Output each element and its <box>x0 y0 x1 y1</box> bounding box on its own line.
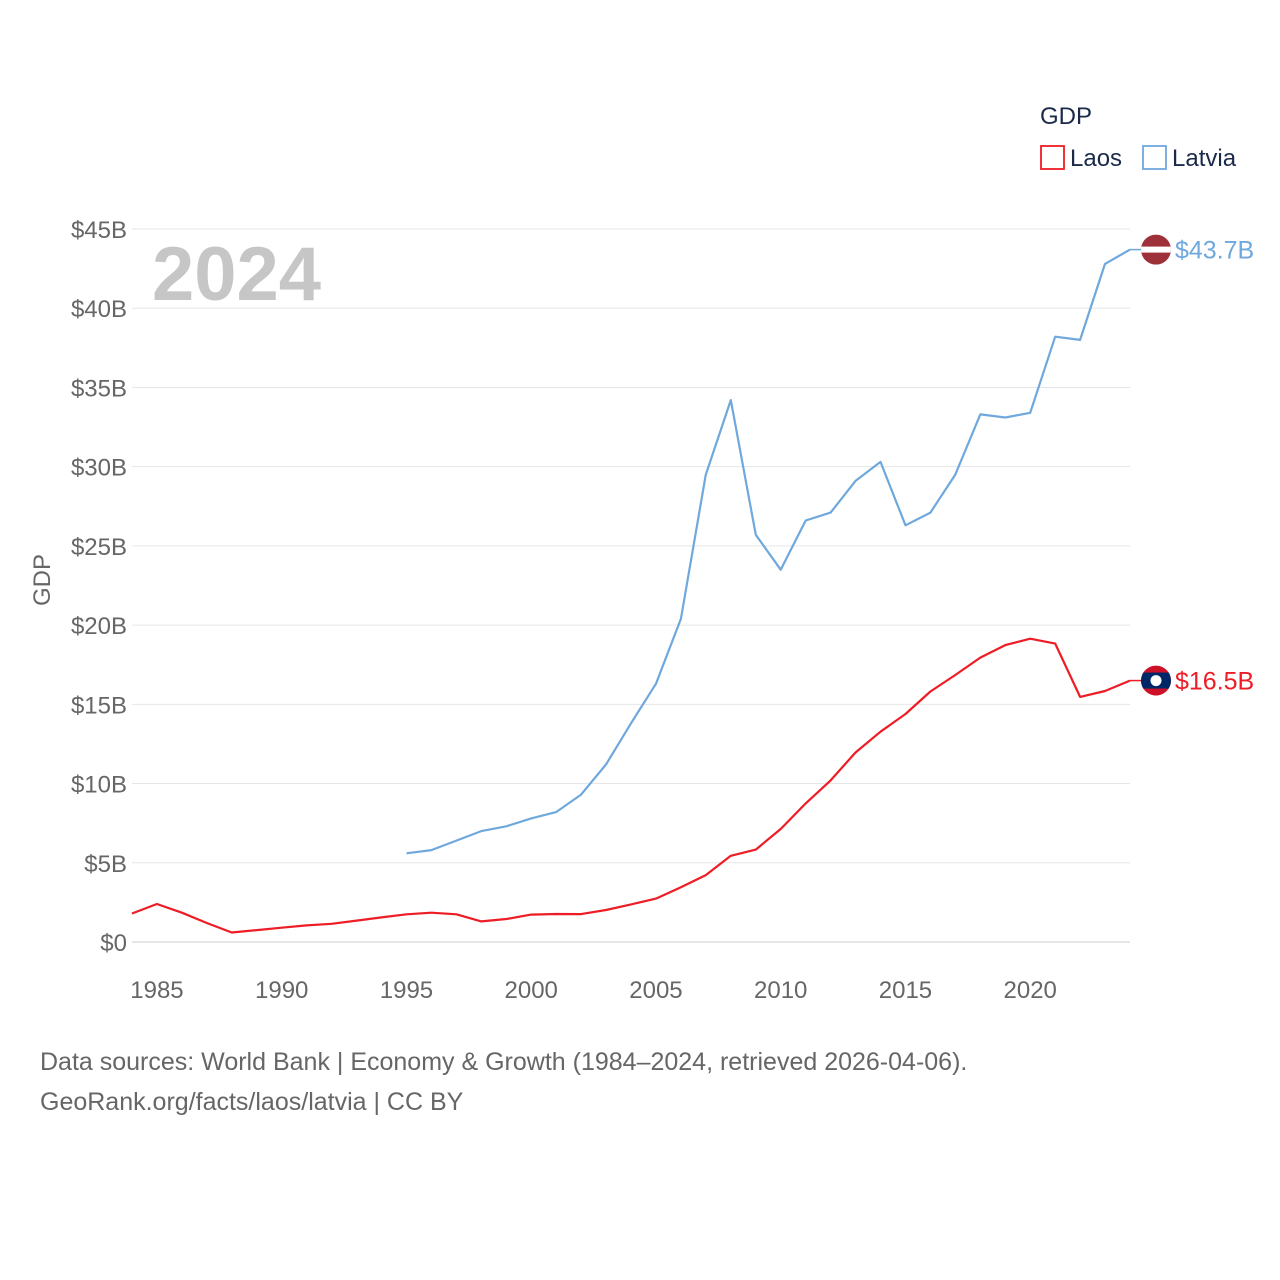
legend-item-latvia[interactable]: Latvia <box>1142 145 1237 172</box>
x-tick-label: 2000 <box>505 977 558 1004</box>
footer: Data sources: World Bank | Economy & Gro… <box>40 1042 967 1122</box>
y-tick-label: $20B <box>71 613 127 640</box>
series-line-laos <box>131 637 1131 934</box>
chart-title: 2024 <box>152 232 321 317</box>
latvia-flag-icon <box>1141 234 1171 265</box>
legend-label: Latvia <box>1172 145 1237 172</box>
y-tick-label: $30B <box>71 455 127 482</box>
y-tick-label: $15B <box>71 692 127 719</box>
x-tick-label: 2015 <box>879 977 932 1004</box>
x-tick-label: 2020 <box>1004 977 1057 1004</box>
y-tick-label: $25B <box>71 534 127 561</box>
x-tick-label: 1995 <box>380 977 433 1004</box>
end-markers: $16.5B $43.7B <box>1130 234 1254 696</box>
legend-label: Laos <box>1070 145 1122 172</box>
footer-sources: Data sources: World Bank | Economy & Gro… <box>40 1048 968 1076</box>
legend-item-laos[interactable]: Laos <box>1040 145 1122 172</box>
legend-title: GDP <box>1040 103 1092 130</box>
laos-flag-icon <box>1141 665 1171 696</box>
footer-attribution: GeoRank.org/facts/laos/latvia | CC BY <box>40 1088 464 1116</box>
gridlines <box>132 228 1130 864</box>
series-lines <box>131 248 1131 934</box>
legend-swatch <box>1040 145 1065 170</box>
y-axis-ticks: $0 $5B $10B $15B $20B $25B $30B $35B $40B $45B <box>71 217 127 957</box>
y-tick-label: $5B <box>84 851 127 878</box>
y-tick-label: $40B <box>71 296 127 323</box>
x-tick-label: 1990 <box>255 977 308 1004</box>
series-line-latvia <box>406 248 1131 855</box>
end-value-label-laos: $16.5B <box>1175 668 1254 696</box>
legend-swatch <box>1142 145 1167 170</box>
y-axis-title: GDP <box>29 554 56 606</box>
end-value-label-latvia: $43.7B <box>1175 237 1254 265</box>
y-tick-label: $0 <box>100 930 127 957</box>
x-tick-label: 1985 <box>130 977 183 1004</box>
x-tick-label: 2005 <box>629 977 682 1004</box>
y-tick-label: $45B <box>71 217 127 244</box>
x-axis-ticks: 1985 1990 1995 2000 2005 2010 2015 2020 <box>130 977 1057 1004</box>
y-tick-label: $10B <box>71 772 127 799</box>
y-tick-label: $35B <box>71 375 127 402</box>
legend: GDP Laos Latvia <box>1040 103 1237 172</box>
x-tick-label: 2010 <box>754 977 807 1004</box>
